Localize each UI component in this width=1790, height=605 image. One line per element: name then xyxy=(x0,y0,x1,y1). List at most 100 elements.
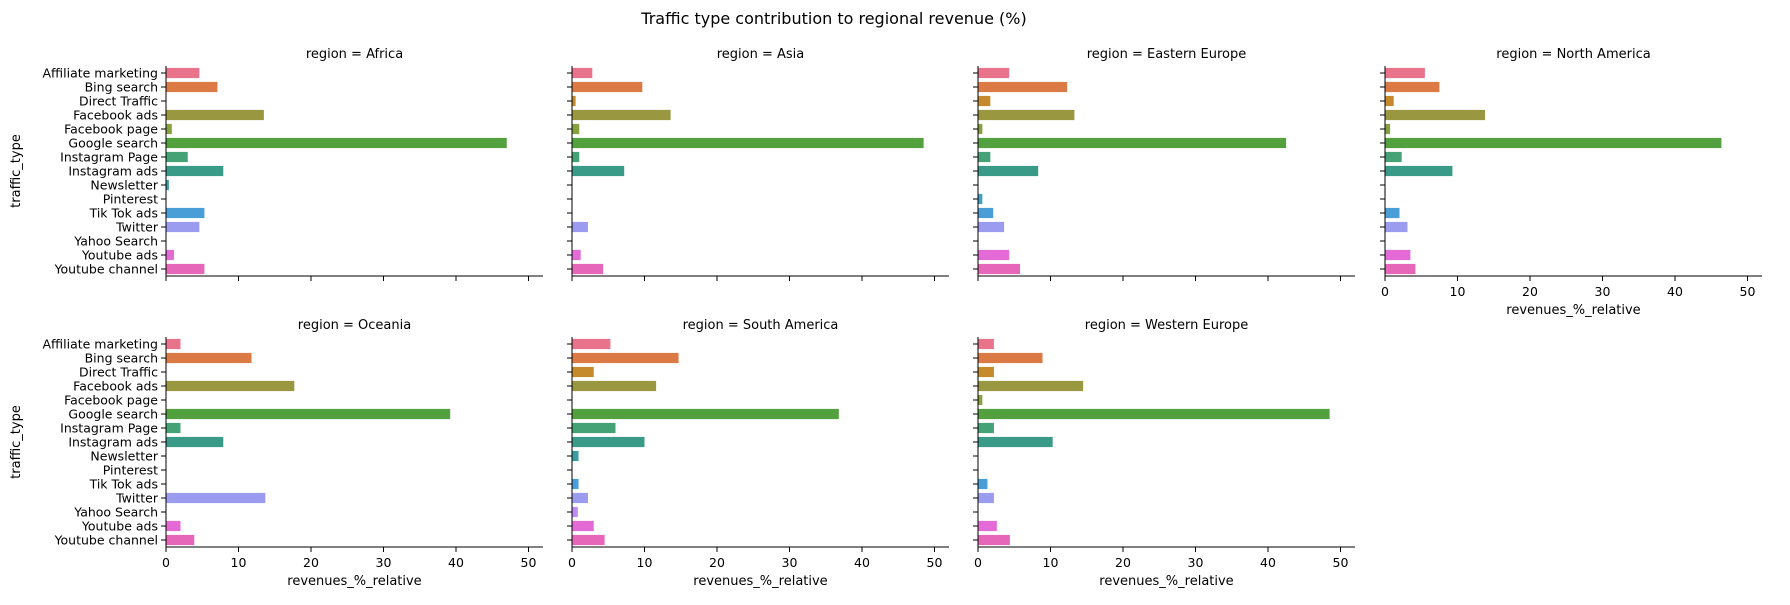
bar xyxy=(1385,263,1416,275)
bar xyxy=(572,352,679,364)
bar xyxy=(166,109,264,121)
bar xyxy=(978,193,983,205)
x-tick-label: 10 xyxy=(637,555,653,570)
x-tick-label: 30 xyxy=(782,555,798,570)
y-tick-label: Instagram ads xyxy=(68,435,158,450)
x-tick-label: 10 xyxy=(231,555,247,570)
bar xyxy=(978,436,1053,448)
y-tick-label: Pinterest xyxy=(103,463,158,478)
bar xyxy=(1385,95,1394,107)
x-tick-label: 10 xyxy=(1450,284,1466,299)
bar xyxy=(978,95,991,107)
x-tick-label: 30 xyxy=(1595,284,1611,299)
bar xyxy=(978,338,994,350)
bar xyxy=(166,137,507,149)
panel-title: region = Western Europe xyxy=(1085,318,1248,333)
bar xyxy=(166,123,172,135)
y-tick-label: Tik Tok ads xyxy=(89,477,158,492)
y-tick-label: Bing search xyxy=(85,351,158,366)
bar xyxy=(166,338,181,350)
bar xyxy=(978,380,1084,392)
x-tick-label: 20 xyxy=(303,555,319,570)
bar xyxy=(572,165,625,177)
bar xyxy=(1385,165,1453,177)
bar xyxy=(166,534,195,546)
bar xyxy=(1385,81,1440,93)
x-tick-label: 30 xyxy=(376,555,392,570)
bar xyxy=(1385,67,1425,79)
x-tick-label: 40 xyxy=(1667,284,1683,299)
bar xyxy=(166,249,174,261)
x-tick-label: 0 xyxy=(1381,284,1389,299)
bar xyxy=(572,249,581,261)
y-tick-label: Newsletter xyxy=(90,449,158,464)
bar xyxy=(166,408,451,420)
bar xyxy=(572,408,839,420)
bar xyxy=(572,137,924,149)
bar xyxy=(572,478,579,490)
y-tick-label: Direct Traffic xyxy=(79,94,158,109)
bar xyxy=(978,137,1287,149)
bar xyxy=(166,179,169,191)
y-tick-label: Instagram Page xyxy=(60,421,158,436)
y-tick-label: Instagram ads xyxy=(68,164,158,179)
bar xyxy=(572,436,645,448)
y-tick-label: Youtube channel xyxy=(54,262,158,277)
bar xyxy=(166,492,266,504)
bar xyxy=(166,352,252,364)
bar xyxy=(572,366,594,378)
y-axis-label: traffic_type xyxy=(9,405,24,479)
y-tick-label: Bing search xyxy=(85,80,158,95)
bar xyxy=(978,67,1010,79)
bar xyxy=(572,422,616,434)
bar xyxy=(572,450,579,462)
panel-title: region = Eastern Europe xyxy=(1087,47,1247,62)
y-tick-label: Affiliate marketing xyxy=(43,337,159,352)
bar xyxy=(166,221,200,233)
bar xyxy=(1385,221,1408,233)
y-tick-label: Twitter xyxy=(115,220,159,235)
y-tick-label: Affiliate marketing xyxy=(43,66,159,81)
bar xyxy=(166,520,181,532)
bar xyxy=(572,263,604,275)
x-tick-label: 40 xyxy=(1260,555,1276,570)
bar xyxy=(1385,151,1402,163)
bar xyxy=(978,81,1068,93)
x-tick-label: 50 xyxy=(1333,555,1349,570)
bar xyxy=(166,151,188,163)
bar xyxy=(978,408,1330,420)
panel-title: region = South America xyxy=(683,318,839,333)
bar xyxy=(978,422,994,434)
bar xyxy=(572,221,588,233)
bar xyxy=(572,338,611,350)
y-tick-label: Pinterest xyxy=(103,192,158,207)
panel-title: region = Africa xyxy=(306,47,403,62)
bar xyxy=(978,352,1043,364)
y-tick-label: Youtube ads xyxy=(81,248,158,263)
chart-title: Traffic type contribution to regional re… xyxy=(640,9,1026,28)
y-tick-label: Newsletter xyxy=(90,178,158,193)
bar xyxy=(572,520,594,532)
x-axis-label: revenues_%_relative xyxy=(1099,574,1233,589)
x-tick-label: 20 xyxy=(709,555,725,570)
x-tick-label: 40 xyxy=(854,555,870,570)
bar xyxy=(166,263,205,275)
bar xyxy=(978,249,1010,261)
bar xyxy=(572,534,605,546)
bar xyxy=(978,221,1005,233)
y-tick-label: Youtube channel xyxy=(54,533,158,548)
bar xyxy=(978,478,988,490)
bar xyxy=(978,123,983,135)
y-tick-label: Direct Traffic xyxy=(79,365,158,380)
x-tick-label: 0 xyxy=(568,555,576,570)
bar xyxy=(572,67,593,79)
y-tick-label: Facebook ads xyxy=(73,379,158,394)
bar xyxy=(572,95,576,107)
bar xyxy=(572,81,643,93)
bar xyxy=(572,151,580,163)
y-axis-label: traffic_type xyxy=(9,134,24,208)
x-axis-label: revenues_%_relative xyxy=(693,574,827,589)
y-tick-label: Instagram Page xyxy=(60,150,158,165)
bar xyxy=(978,492,994,504)
